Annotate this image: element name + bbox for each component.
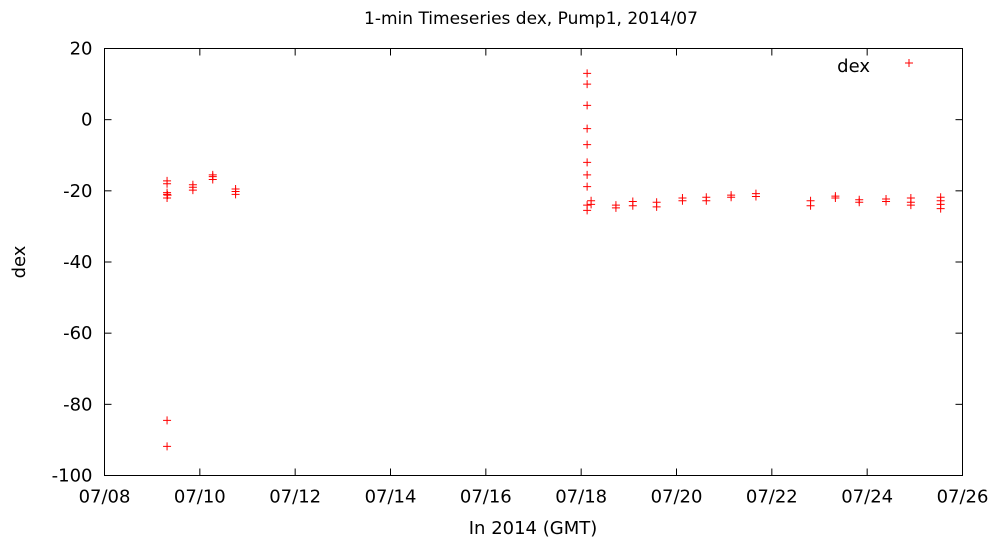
data-point	[583, 140, 592, 149]
data-point	[583, 101, 592, 110]
data-point	[583, 80, 592, 89]
data-point	[163, 179, 172, 188]
x-tick-label: 07/24	[841, 487, 893, 508]
data-point	[906, 201, 915, 210]
data-point	[806, 201, 815, 210]
x-tick-label: 07/18	[555, 487, 607, 508]
data-point	[831, 193, 840, 202]
y-tick-label: -60	[63, 323, 92, 344]
y-tick-label: 20	[70, 39, 93, 60]
x-axis: 07/08 07/10 07/12 07/14 07/16 07/18 07/20 07/22…	[79, 48, 989, 508]
data-point	[727, 193, 736, 202]
data-point	[587, 200, 596, 209]
data-point	[936, 204, 945, 213]
plot-frame	[104, 48, 963, 476]
y-tick-label: -20	[63, 181, 92, 202]
data-point	[652, 202, 661, 211]
x-tick-label: 07/12	[269, 487, 321, 508]
data-point	[163, 416, 172, 425]
data-point	[583, 158, 592, 167]
legend-label-dex: dex	[837, 56, 870, 77]
data-point	[678, 196, 687, 205]
data-point	[882, 197, 891, 206]
x-tick-label: 07/10	[174, 487, 226, 508]
y-axis: 20 0 -20 -40 -60 -80 -100	[52, 39, 963, 487]
data-point	[583, 182, 592, 191]
y-tick-label: -40	[63, 252, 92, 273]
x-tick-label: 07/16	[460, 487, 512, 508]
x-tick-label: 07/22	[746, 487, 798, 508]
data-point	[628, 201, 637, 210]
data-point	[163, 442, 172, 451]
data-point	[163, 191, 172, 200]
x-tick-label: 07/08	[79, 487, 131, 508]
x-tick-label: 07/26	[937, 487, 989, 508]
legend-marker-dex	[905, 59, 913, 67]
data-point	[583, 69, 592, 78]
x-axis-title: In 2014 (GMT)	[469, 518, 598, 539]
y-tick-label: -80	[63, 394, 92, 415]
data-point	[702, 196, 711, 205]
legend-marker-symbol	[905, 59, 913, 67]
data-point	[583, 206, 592, 215]
x-tick-label: 07/14	[365, 487, 417, 508]
data-point	[855, 198, 864, 207]
data-point	[751, 192, 760, 201]
series-dex-points	[163, 69, 945, 451]
chart-title: 1-min Timeseries dex, Pump1, 2014/07	[364, 9, 698, 29]
y-axis-title: dex	[9, 245, 30, 278]
y-tick-label: 0	[81, 110, 92, 131]
data-point	[208, 175, 217, 184]
data-point	[231, 190, 240, 199]
y-tick-label: -100	[52, 466, 93, 487]
legend: dex	[837, 56, 913, 77]
data-point	[583, 170, 592, 179]
data-point	[611, 203, 620, 212]
data-point	[583, 124, 592, 133]
data-point	[188, 186, 197, 195]
x-tick-label: 07/20	[651, 487, 703, 508]
